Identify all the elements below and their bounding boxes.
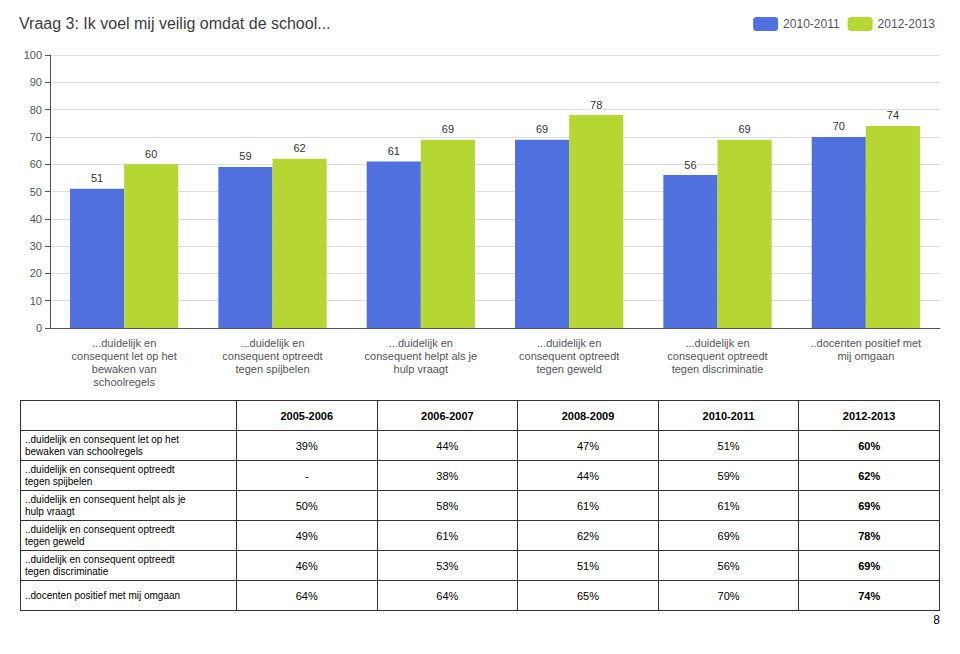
html-text:44%: 44%	[436, 439, 459, 452]
svg-text:consequent optreedt: consequent optreedt	[519, 350, 619, 362]
svg-text:20: 20	[30, 267, 42, 279]
html-text:59%: 59%	[717, 469, 740, 482]
svg-text:70: 70	[833, 120, 845, 132]
html-text:..duidelijk en consequent optr: ..duidelijk en consequent optreedt tegen…	[25, 463, 175, 487]
svg-text:70: 70	[30, 131, 42, 143]
svg-text:61: 61	[388, 145, 400, 157]
html-text:2008-2009: 2008-2009	[561, 409, 615, 422]
html-text:47%: 47%	[576, 439, 599, 452]
html-text:65%: 65%	[576, 589, 599, 602]
svg-text:...duidelijk en: ...duidelijk en	[92, 337, 156, 349]
svg-text:30: 30	[30, 240, 42, 252]
html-text:69%: 69%	[717, 529, 740, 542]
svg-text:tegen geweld: tegen geweld	[536, 363, 601, 375]
svg-text:0: 0	[36, 322, 42, 334]
svg-text:100: 100	[24, 49, 42, 61]
svg-text:51: 51	[91, 172, 103, 184]
html-text:38%: 38%	[436, 469, 459, 482]
svg-text:69: 69	[442, 123, 454, 135]
svg-text:2010-2011: 2010-2011	[783, 17, 840, 31]
svg-text:50: 50	[30, 186, 42, 198]
html-text:78%: 78%	[858, 529, 881, 542]
html-text:69%: 69%	[858, 559, 881, 572]
html-text:61%: 61%	[576, 499, 599, 512]
svg-text:consequent helpt als je: consequent helpt als je	[365, 350, 478, 362]
svg-text:69: 69	[738, 123, 750, 135]
html-text:2006-2007: 2006-2007	[421, 409, 474, 422]
svg-text:consequent optreedt: consequent optreedt	[667, 350, 767, 362]
html-text:2005-2006: 2005-2006	[280, 409, 334, 422]
html-text:62%: 62%	[858, 469, 881, 482]
svg-text:...duidelijk en: ...duidelijk en	[389, 337, 453, 349]
svg-text:schoolregels: schoolregels	[93, 376, 155, 388]
html-text:51%: 51%	[717, 439, 740, 452]
svg-text:tegen spijbelen: tegen spijbelen	[235, 363, 309, 375]
html-text:69%: 69%	[858, 499, 881, 512]
html-text:..duidelijk en consequent optr: ..duidelijk en consequent optreedt tegen…	[25, 553, 175, 577]
svg-text:Vraag 3: Ik voel mij veilig om: Vraag 3: Ik voel mij veilig omdat de sch…	[19, 15, 331, 32]
svg-text:...duidelijk en: ...duidelijk en	[685, 337, 749, 349]
svg-text:2012-2013: 2012-2013	[878, 17, 936, 31]
html-text:39%: 39%	[295, 439, 318, 452]
html-text:74%: 74%	[858, 589, 881, 602]
html-text:..duidelijk en consequent let: ..duidelijk en consequent let op het bew…	[25, 433, 179, 457]
html-text:50%: 50%	[295, 499, 318, 512]
svg-text:62: 62	[293, 142, 305, 154]
html-text:58%: 58%	[436, 499, 459, 512]
svg-text:..docenten positief met: ..docenten positief met	[810, 337, 921, 349]
html-text:46%: 46%	[295, 559, 318, 572]
html-text:61%: 61%	[436, 529, 459, 542]
svg-text:60: 60	[30, 158, 42, 170]
html-text:64%: 64%	[295, 589, 318, 602]
html-text:..docenten positief met mij om: ..docenten positief met mij omgaan	[25, 589, 181, 601]
svg-text:40: 40	[30, 213, 42, 225]
html-text:61%: 61%	[717, 499, 740, 512]
html-text:2012-2013: 2012-2013	[842, 409, 896, 422]
svg-text:mij omgaan: mij omgaan	[837, 350, 894, 362]
svg-text:hulp vraagt: hulp vraagt	[394, 363, 448, 375]
svg-text:74: 74	[887, 109, 899, 121]
html-text:8: 8	[933, 613, 940, 627]
html-text:44%: 44%	[576, 469, 599, 482]
svg-text:80: 80	[30, 104, 42, 116]
svg-text:69: 69	[536, 123, 548, 135]
svg-text:tegen discriminatie: tegen discriminatie	[672, 363, 764, 375]
svg-text:90: 90	[30, 76, 42, 88]
html-text:53%: 53%	[436, 559, 459, 572]
svg-text:56: 56	[684, 159, 696, 171]
svg-text:60: 60	[145, 148, 157, 160]
svg-text:consequent let op het: consequent let op het	[72, 350, 177, 362]
svg-text:consequent optreedt: consequent optreedt	[222, 350, 322, 362]
html-text:..duidelijk en consequent help: ..duidelijk en consequent helpt als je h…	[25, 493, 186, 517]
html-text:51%: 51%	[576, 559, 599, 572]
svg-text:59: 59	[239, 150, 251, 162]
html-text:2010-2011: 2010-2011	[702, 409, 755, 422]
html-text:60%: 60%	[858, 439, 881, 452]
html-text:64%: 64%	[436, 589, 459, 602]
html-text:70%: 70%	[717, 589, 740, 602]
svg-text:...duidelijk en: ...duidelijk en	[240, 337, 304, 349]
html-text:49%: 49%	[295, 529, 318, 542]
html-text:56%: 56%	[717, 559, 740, 572]
svg-text:78: 78	[590, 99, 602, 111]
svg-text:...duidelijk en: ...duidelijk en	[537, 337, 601, 349]
svg-text:bewaken van: bewaken van	[92, 363, 157, 375]
html-text:62%: 62%	[576, 529, 599, 542]
html-text:..duidelijk en consequent optr: ..duidelijk en consequent optreedt tegen…	[25, 523, 175, 547]
svg-text:10: 10	[30, 295, 42, 307]
